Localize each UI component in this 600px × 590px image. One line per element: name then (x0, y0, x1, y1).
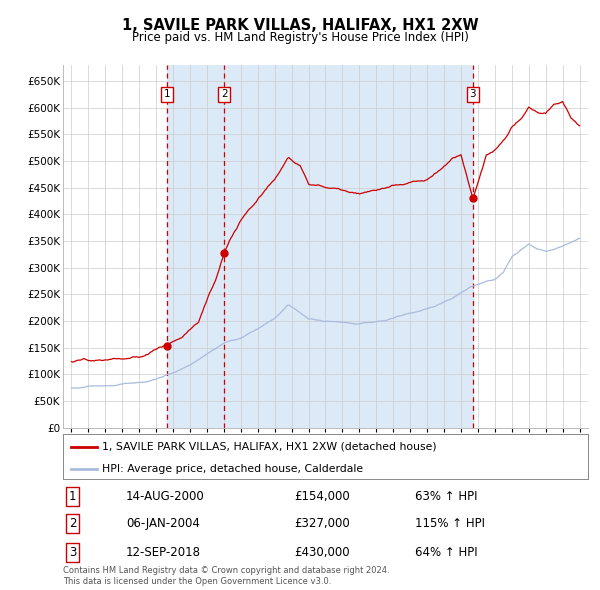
Text: This data is licensed under the Open Government Licence v3.0.: This data is licensed under the Open Gov… (63, 577, 331, 586)
Text: 64% ↑ HPI: 64% ↑ HPI (415, 546, 478, 559)
Text: 63% ↑ HPI: 63% ↑ HPI (415, 490, 477, 503)
Text: 1, SAVILE PARK VILLAS, HALIFAX, HX1 2XW (detached house): 1, SAVILE PARK VILLAS, HALIFAX, HX1 2XW … (103, 442, 437, 452)
Text: 2: 2 (69, 517, 76, 530)
Text: 1: 1 (69, 490, 76, 503)
Text: 1: 1 (163, 89, 170, 99)
Text: £327,000: £327,000 (294, 517, 350, 530)
Text: 2: 2 (221, 89, 227, 99)
Bar (167, 65, 224, 428)
Text: Price paid vs. HM Land Registry's House Price Index (HPI): Price paid vs. HM Land Registry's House … (131, 31, 469, 44)
Text: 115% ↑ HPI: 115% ↑ HPI (415, 517, 485, 530)
Text: HPI: Average price, detached house, Calderdale: HPI: Average price, detached house, Cald… (103, 464, 364, 474)
Text: 1, SAVILE PARK VILLAS, HALIFAX, HX1 2XW: 1, SAVILE PARK VILLAS, HALIFAX, HX1 2XW (122, 18, 478, 32)
Text: 3: 3 (69, 546, 76, 559)
Bar (224, 65, 473, 428)
Text: 12-SEP-2018: 12-SEP-2018 (126, 546, 201, 559)
Text: Contains HM Land Registry data © Crown copyright and database right 2024.: Contains HM Land Registry data © Crown c… (63, 566, 389, 575)
Text: £430,000: £430,000 (294, 546, 350, 559)
Text: 3: 3 (470, 89, 476, 99)
Text: 06-JAN-2004: 06-JAN-2004 (126, 517, 200, 530)
Text: 14-AUG-2000: 14-AUG-2000 (126, 490, 205, 503)
Text: £154,000: £154,000 (294, 490, 350, 503)
